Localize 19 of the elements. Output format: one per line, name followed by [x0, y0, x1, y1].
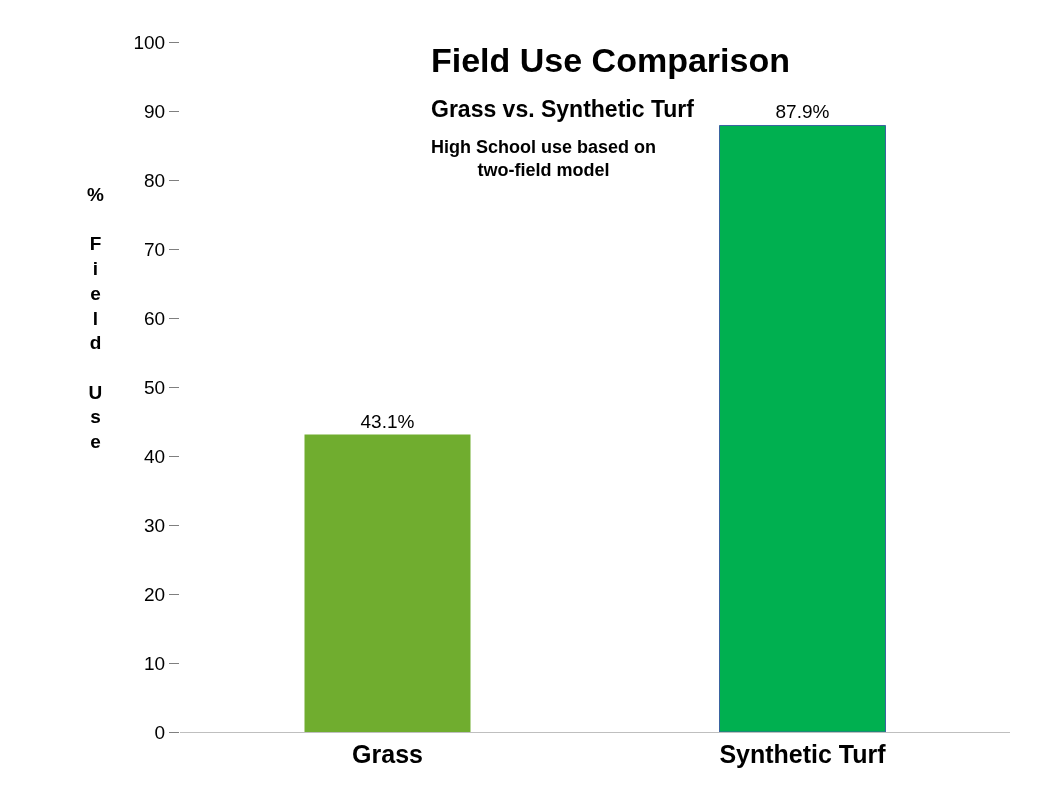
data-label: 43.1%	[360, 410, 415, 432]
x-tick-label: Synthetic Turf	[719, 740, 887, 768]
annotation: High School use based on two-field model	[431, 137, 657, 181]
chart-title: Field Use Comparison	[431, 41, 790, 79]
y-tick-label: 40	[144, 445, 166, 467]
y-tick-label: 80	[144, 169, 166, 191]
data-label: 87.9%	[775, 101, 830, 123]
y-tick-label: 50	[144, 376, 166, 398]
y-tick-label: 30	[144, 514, 166, 536]
text: Grass vs. Synthetic Turf	[431, 96, 695, 122]
y-tick-label: 10	[144, 652, 166, 674]
y-tick-label: 90	[144, 100, 166, 122]
x-tick-label: Grass	[352, 740, 423, 768]
y-tick-label: 100	[133, 31, 166, 53]
y-tick-label: 0	[154, 721, 166, 743]
y-tick-label: 20	[144, 583, 166, 605]
y-tick-label: 70	[144, 238, 166, 260]
text: % Field Use	[87, 184, 104, 452]
y-tick-label: 60	[144, 307, 166, 329]
